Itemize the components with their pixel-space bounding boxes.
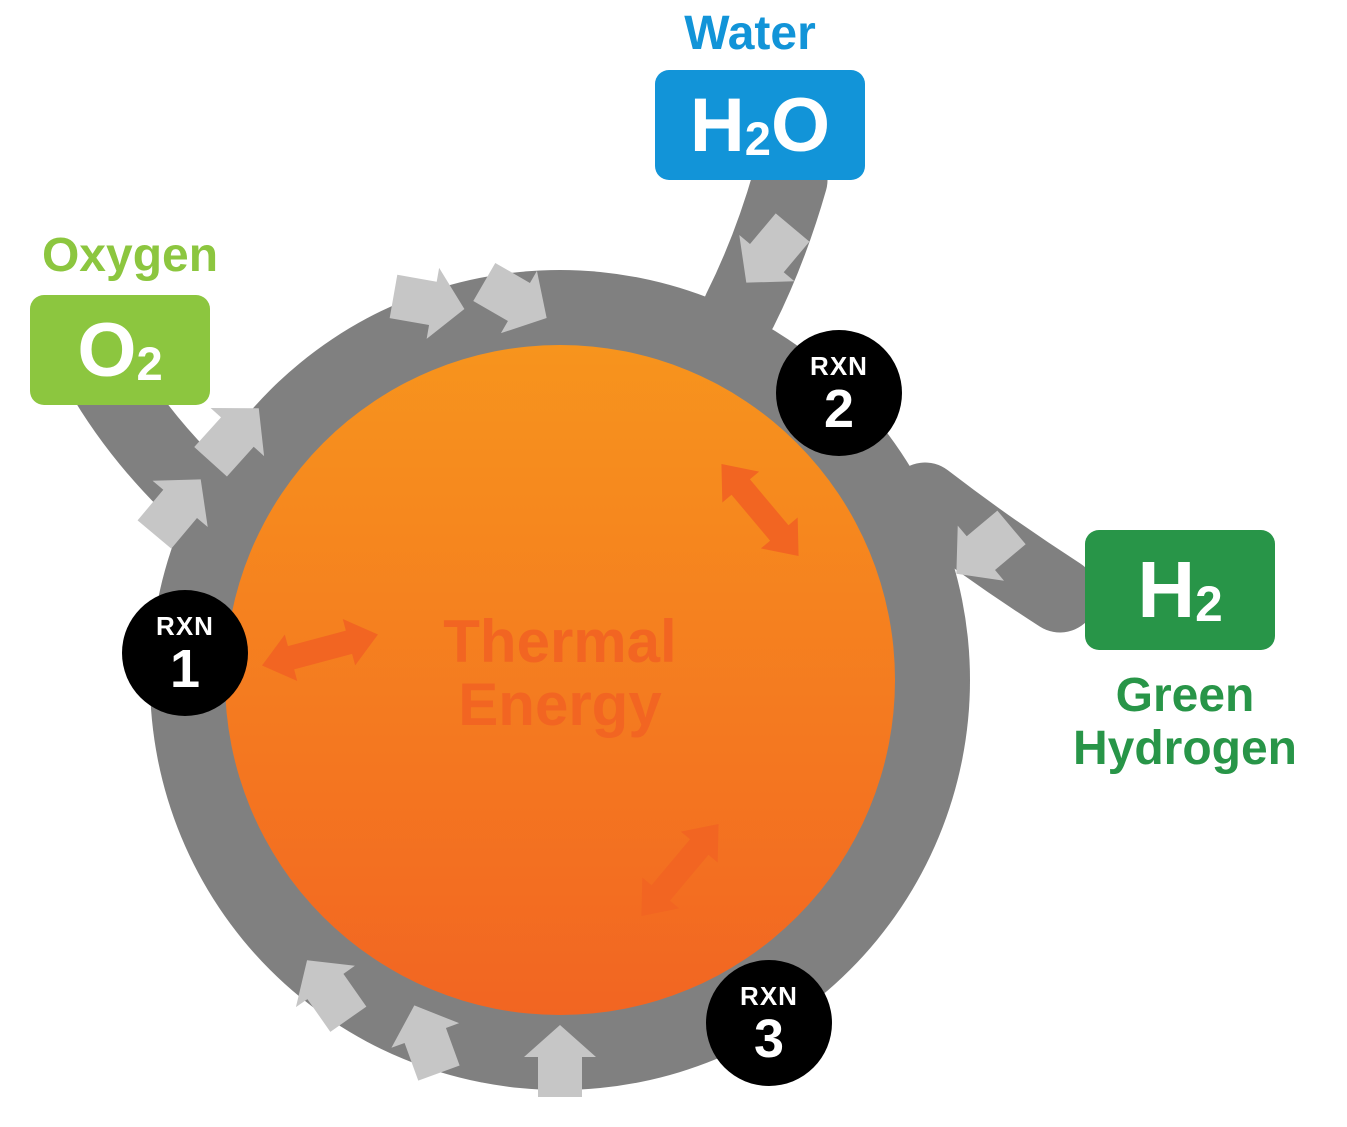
center-thermal-energy-label: Thermal Energy [360,610,760,736]
center-line2: Energy [360,673,760,736]
rxn-3-tiny: RXN [740,981,798,1012]
oxygen-badge: O2 [30,295,210,405]
diagram-stage: Thermal Energy Water H2O Oxygen O2 H2 Gr… [0,0,1347,1127]
hydrogen-label: Green Hydrogen [1045,670,1325,776]
water-formula-h: H [690,82,745,169]
hydrogen-label-line2: Hydrogen [1045,723,1325,776]
water-formula-2: 2 [745,111,771,166]
center-line1: Thermal [360,610,760,673]
hydrogen-label-line1: Green [1045,670,1325,723]
rxn-2-tiny: RXN [810,351,868,382]
rxn-node-1: RXN 1 [122,590,248,716]
hydrogen-formula-2: 2 [1195,575,1223,633]
rxn-1-num: 1 [170,642,200,696]
rxn-node-3: RXN 3 [706,960,832,1086]
water-label: Water [640,8,860,61]
water-formula-o: O [771,82,830,169]
rxn-node-2: RXN 2 [776,330,902,456]
oxygen-formula-o: O [77,307,136,394]
rxn-2-num: 2 [824,382,854,436]
hydrogen-formula-h: H [1137,544,1195,636]
rxn-3-num: 3 [754,1012,784,1066]
water-badge: H2O [655,70,865,180]
oxygen-formula-2: 2 [136,336,162,391]
rxn-1-tiny: RXN [156,611,214,642]
hydrogen-badge: H2 [1085,530,1275,650]
oxygen-label: Oxygen [10,230,250,283]
